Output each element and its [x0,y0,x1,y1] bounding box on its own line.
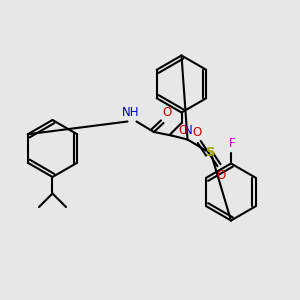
Text: S: S [206,146,215,159]
Text: O: O [178,124,188,137]
Text: O: O [163,106,172,119]
Text: NH: NH [122,106,139,119]
Text: N: N [184,124,193,137]
Text: O: O [217,169,226,182]
Text: O: O [193,126,202,139]
Text: F: F [229,137,236,150]
